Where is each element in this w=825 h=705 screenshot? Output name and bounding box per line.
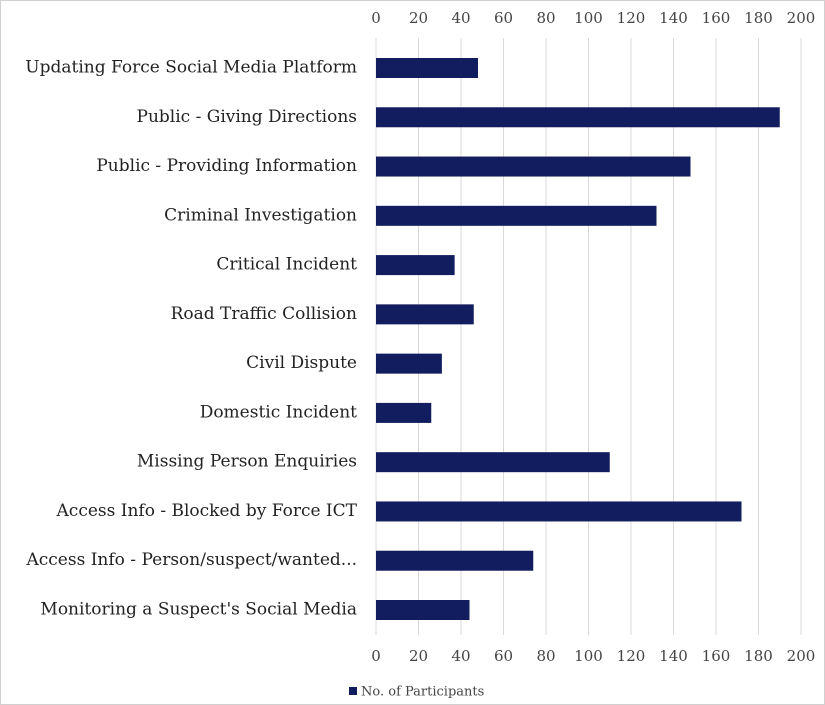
x-tick-label-bottom: 20 bbox=[409, 647, 428, 665]
y-tick-label: Updating Force Social Media Platform bbox=[25, 58, 357, 78]
bar bbox=[376, 452, 610, 473]
x-tick-label-top: 180 bbox=[744, 9, 773, 27]
legend-label: No. of Participants bbox=[361, 685, 484, 700]
x-tick-label-top: 0 bbox=[371, 9, 381, 27]
x-tick-label-top: 100 bbox=[574, 9, 603, 27]
x-tick-label-bottom: 60 bbox=[494, 647, 513, 665]
x-tick-label-bottom: 140 bbox=[659, 647, 688, 665]
legend-swatch bbox=[349, 687, 357, 695]
bar bbox=[376, 205, 657, 226]
y-tick-label: Road Traffic Collision bbox=[171, 304, 357, 324]
bar bbox=[376, 550, 534, 571]
bar bbox=[376, 107, 780, 128]
bar bbox=[376, 304, 474, 325]
x-tick-label-top: 120 bbox=[617, 9, 646, 27]
bar bbox=[376, 402, 432, 423]
x-tick-label-bottom: 160 bbox=[702, 647, 731, 665]
y-tick-label: Public - Giving Directions bbox=[137, 107, 357, 127]
y-tick-label: Missing Person Enquiries bbox=[137, 452, 357, 472]
x-tick-label-bottom: 120 bbox=[617, 647, 646, 665]
x-tick-label-top: 200 bbox=[787, 9, 816, 27]
y-tick-label: Access Info - Blocked by Force ICT bbox=[56, 501, 358, 521]
y-tick-label: Domestic Incident bbox=[200, 402, 357, 422]
bar bbox=[376, 501, 742, 522]
x-tick-label-top: 160 bbox=[702, 9, 731, 27]
y-tick-label: Public - Providing Information bbox=[96, 156, 357, 176]
y-tick-label: Monitoring a Suspect's Social Media bbox=[40, 600, 357, 620]
x-tick-label-bottom: 0 bbox=[371, 647, 381, 665]
x-tick-label-bottom: 100 bbox=[574, 647, 603, 665]
bar bbox=[376, 353, 442, 374]
x-tick-label-top: 80 bbox=[536, 9, 555, 27]
x-tick-label-top: 40 bbox=[451, 9, 470, 27]
x-tick-label-bottom: 40 bbox=[451, 647, 470, 665]
bar bbox=[376, 600, 470, 620]
y-tick-label: Access Info - Person/suspect/wanted... bbox=[25, 550, 357, 570]
x-tick-label-bottom: 180 bbox=[744, 647, 773, 665]
bar bbox=[376, 255, 455, 276]
y-tick-label: Critical Incident bbox=[216, 255, 357, 275]
x-tick-label-top: 140 bbox=[659, 9, 688, 27]
x-tick-label-bottom: 80 bbox=[536, 647, 555, 665]
x-tick-label-top: 60 bbox=[494, 9, 513, 27]
y-tick-label: Criminal Investigation bbox=[164, 205, 357, 225]
bar bbox=[376, 58, 478, 78]
y-tick-label: Civil Dispute bbox=[246, 353, 357, 373]
x-tick-label-top: 20 bbox=[409, 9, 428, 27]
x-tick-label-bottom: 200 bbox=[787, 647, 816, 665]
bar bbox=[376, 156, 691, 177]
